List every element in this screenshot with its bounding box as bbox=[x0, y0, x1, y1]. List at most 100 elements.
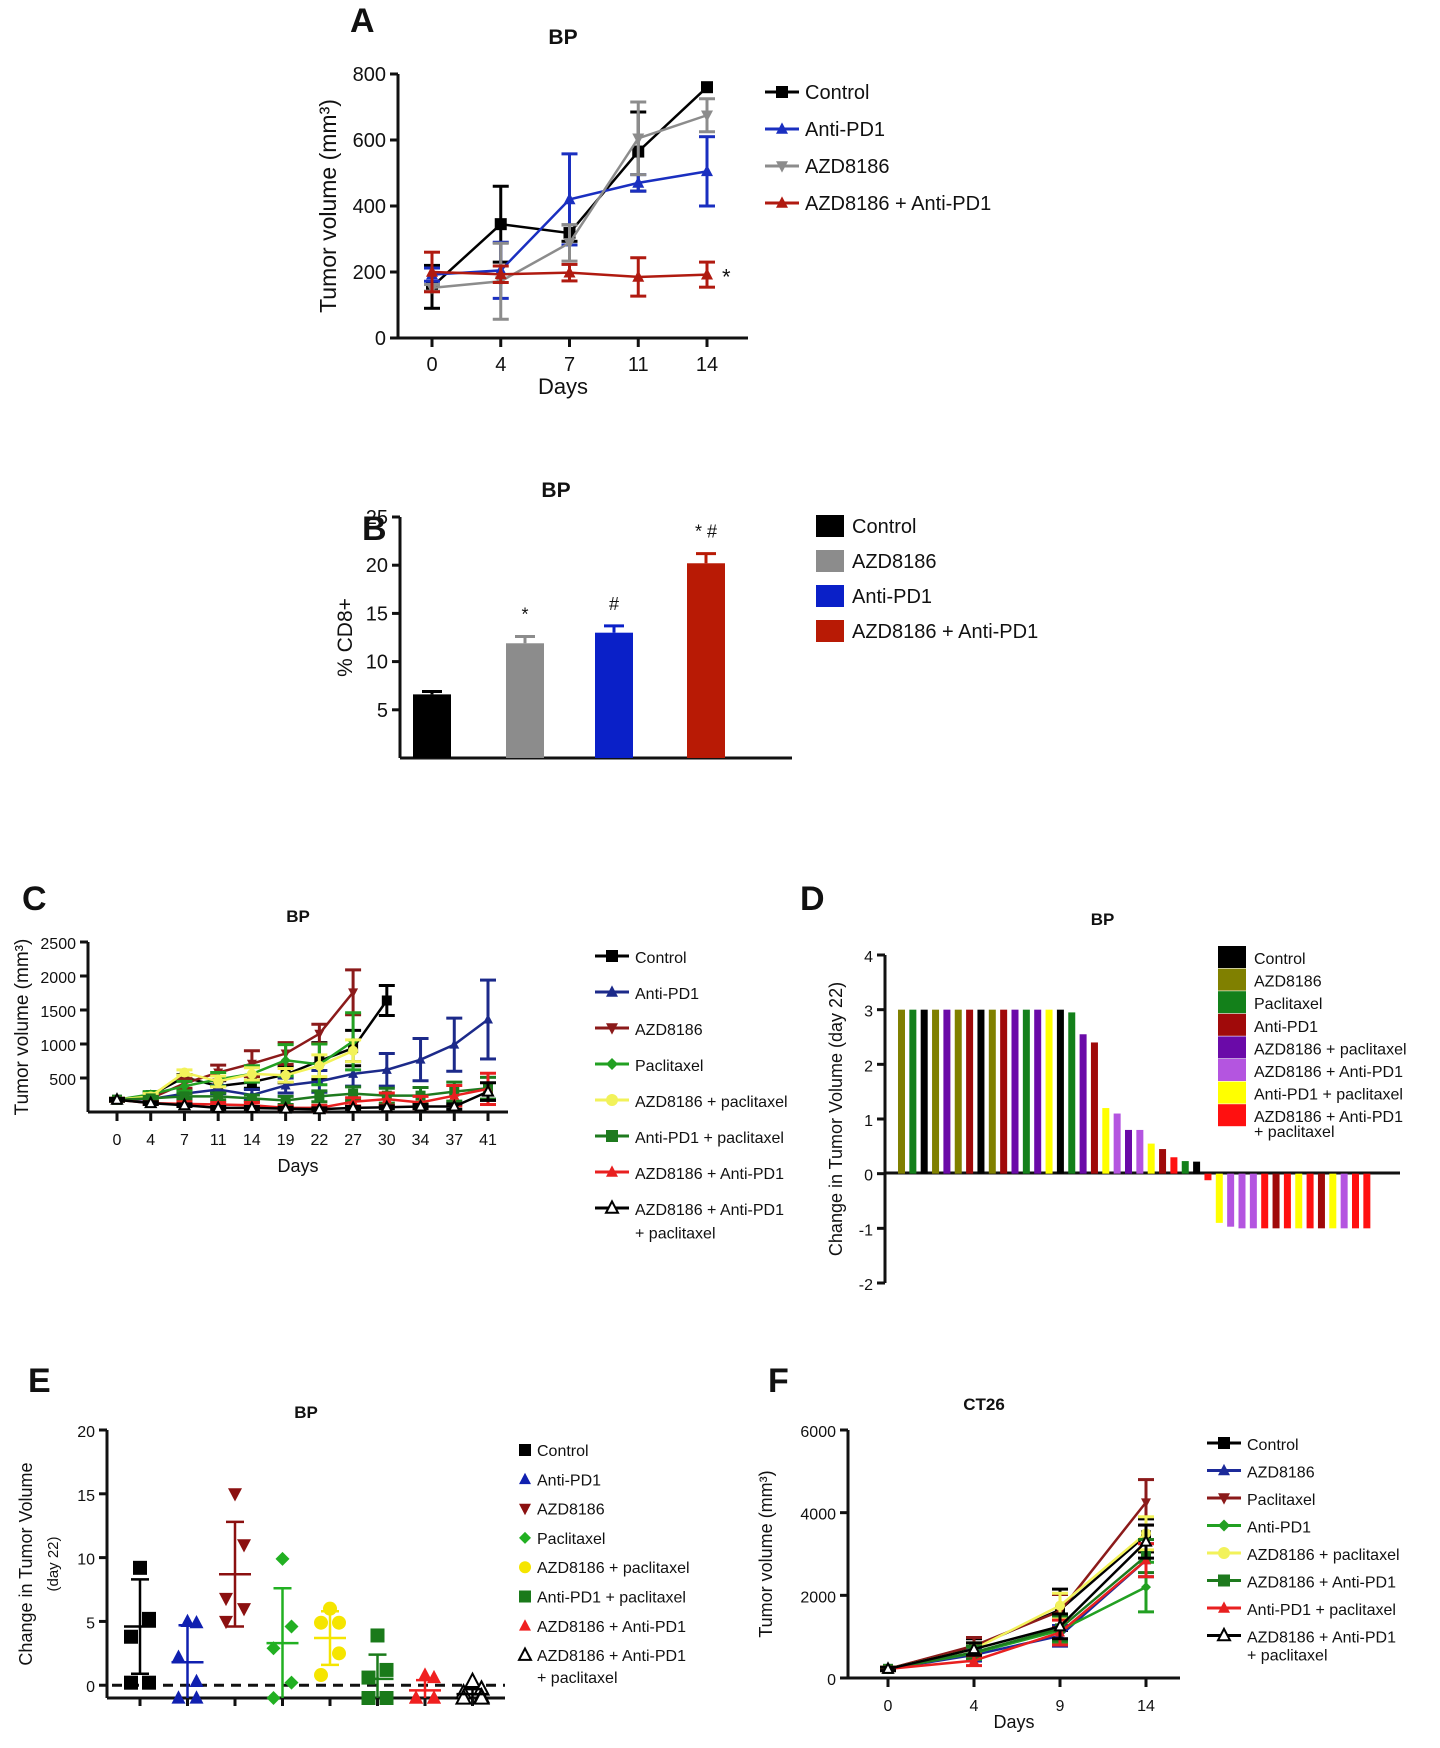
significance-mark: # bbox=[609, 594, 619, 614]
legend-marker bbox=[606, 1023, 618, 1035]
legend-item: AZD8186 + Anti-PD1 bbox=[765, 193, 991, 215]
data-point bbox=[219, 1615, 233, 1630]
legend-label-cont: + paclitaxel bbox=[1254, 1124, 1335, 1141]
y-tick-label: 5 bbox=[377, 700, 388, 722]
legend-label: AZD8186 bbox=[635, 1022, 703, 1039]
data-point bbox=[179, 1081, 190, 1092]
series-control bbox=[880, 1517, 1154, 1674]
waterfall-bar bbox=[1306, 1173, 1314, 1229]
data-point bbox=[967, 1641, 981, 1655]
data-point bbox=[314, 1029, 325, 1040]
data-point bbox=[361, 1670, 376, 1685]
data-point bbox=[110, 1092, 124, 1105]
y-tick-label: 10 bbox=[366, 652, 388, 674]
data-point bbox=[381, 1064, 392, 1074]
legend-item: Control bbox=[816, 515, 916, 538]
y-axis-label: Tumor volume (mm³) bbox=[12, 939, 33, 1116]
waterfall-bar bbox=[1068, 1012, 1076, 1174]
legend-item: AZD8186 + Anti-PD1+ paclitaxel bbox=[1218, 1104, 1403, 1141]
y-tick-label: 15 bbox=[366, 603, 388, 625]
legend-item: Control bbox=[1207, 1437, 1299, 1454]
legend-label: Paclitaxel bbox=[537, 1531, 605, 1548]
data-point bbox=[494, 218, 507, 231]
data-point bbox=[379, 1691, 394, 1705]
data-point bbox=[332, 1646, 346, 1661]
y-tick-label: 1 bbox=[864, 1113, 873, 1130]
chart-title: BP bbox=[548, 26, 577, 49]
data-point bbox=[213, 1076, 224, 1087]
data-point bbox=[449, 1039, 460, 1049]
legend-item: Paclitaxel bbox=[519, 1531, 605, 1548]
legend-label: Anti-PD1 + paclitaxel bbox=[537, 1590, 686, 1607]
waterfall-bar bbox=[1090, 1042, 1098, 1174]
y-tick-label: 20 bbox=[77, 1424, 95, 1441]
panel-label-d: D bbox=[800, 880, 825, 918]
data-point bbox=[266, 1691, 281, 1705]
data-point bbox=[483, 1014, 493, 1024]
data-point bbox=[124, 1675, 138, 1690]
legend-item: AZD8186 bbox=[816, 550, 937, 573]
legend-swatch bbox=[1218, 1104, 1246, 1127]
y-tick-label: 3 bbox=[864, 1004, 873, 1021]
legend-swatch bbox=[816, 550, 844, 572]
x-tick-label: 0 bbox=[113, 1132, 122, 1149]
series-line bbox=[887, 1555, 1147, 1671]
x-tick-label: 4 bbox=[495, 354, 506, 376]
panel-label-f: F bbox=[768, 1362, 789, 1400]
y-tick-label: 4 bbox=[864, 949, 873, 966]
legend-label: AZD8186 + Anti-PD1 bbox=[1247, 1575, 1396, 1592]
data-point bbox=[237, 1603, 251, 1617]
legend-swatch bbox=[1218, 1013, 1246, 1036]
legend-marker bbox=[604, 1199, 620, 1214]
legend-item: AZD8186 bbox=[519, 1502, 605, 1519]
bar-group bbox=[413, 689, 451, 758]
y-tick-label: -1 bbox=[859, 1222, 873, 1239]
data-point bbox=[280, 1070, 291, 1081]
waterfall-bar bbox=[1113, 1113, 1121, 1174]
data-point bbox=[494, 267, 507, 280]
legend-e: Control Anti-PD1 AZD8186 Paclitaxel AZD8186 … bbox=[517, 1443, 690, 1687]
legend-label: AZD8186 bbox=[1247, 1465, 1315, 1482]
y-tick-label: 200 bbox=[353, 262, 386, 284]
legend-label: Control bbox=[537, 1443, 589, 1460]
waterfall-bar bbox=[1147, 1143, 1155, 1174]
data-point bbox=[969, 1655, 979, 1665]
waterfall-bar bbox=[920, 1009, 928, 1174]
x-tick-label: 27 bbox=[344, 1132, 362, 1149]
legend-marker bbox=[1218, 1547, 1230, 1559]
waterfall-bar bbox=[1181, 1161, 1189, 1174]
waterfall-bar bbox=[943, 1009, 951, 1174]
y-tick-label: 0 bbox=[86, 1679, 95, 1696]
data-point bbox=[563, 266, 576, 278]
legend-label: AZD8186 bbox=[1254, 974, 1322, 991]
y-tick-label: 600 bbox=[353, 130, 386, 152]
waterfall-bar bbox=[1056, 1009, 1064, 1174]
chart-b: 5 10 15 20 25 BP % CD8+ * # * # bbox=[334, 479, 792, 760]
legend-item: AZD8186 + Anti-PD1 bbox=[519, 1619, 686, 1636]
series-azd8186-anti-pd1-paclitaxel bbox=[880, 1523, 1154, 1674]
series-azd8186-paclitaxel bbox=[880, 1515, 1154, 1674]
data-point bbox=[314, 1668, 328, 1683]
x-tick-label: 34 bbox=[412, 1132, 430, 1149]
legend-item: AZD8186 + paclitaxel bbox=[1218, 1036, 1407, 1059]
data-point bbox=[266, 1641, 281, 1656]
significance-mark: * bbox=[521, 605, 528, 625]
waterfall-bar bbox=[1249, 1173, 1257, 1229]
x-tick-label: 14 bbox=[1137, 1698, 1155, 1715]
data-point bbox=[632, 133, 645, 145]
waterfall-bar bbox=[1352, 1173, 1359, 1229]
series-line bbox=[887, 1534, 1147, 1671]
bar-group: # bbox=[595, 594, 633, 758]
legend-item: Anti-PD1 + paclitaxel bbox=[519, 1590, 686, 1607]
data-point bbox=[189, 1673, 204, 1688]
bar-group: * # bbox=[687, 522, 725, 758]
chart-d: -2 -1 0 1 2 3 4 BP Change in Tumor Volume (day 2… bbox=[826, 910, 1400, 1294]
legend-item: Control bbox=[595, 950, 687, 967]
legend-label: AZD8186 + paclitaxel bbox=[1247, 1547, 1400, 1564]
legend-item: AZD8186 + paclitaxel bbox=[1207, 1547, 1400, 1564]
legend-swatch bbox=[1218, 1036, 1246, 1059]
y-tick-label: 1500 bbox=[40, 1004, 76, 1021]
data-point bbox=[454, 1688, 473, 1705]
data-point bbox=[179, 1091, 190, 1102]
group-azd8186-anti-pd1-paclitaxel bbox=[454, 1671, 491, 1706]
